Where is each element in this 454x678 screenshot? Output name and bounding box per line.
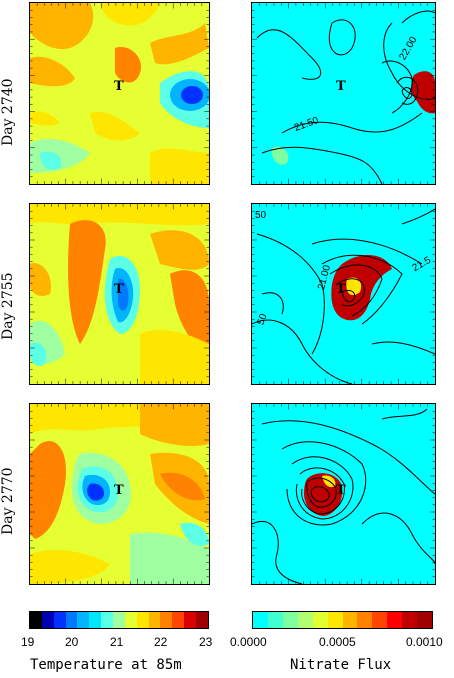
contour-label: 50 [255, 210, 267, 221]
temperature-colorbar-swatch [41, 612, 54, 628]
tracking-marker-t: T [336, 483, 346, 498]
tracking-marker-t: T [114, 79, 124, 94]
nitrate-colorbar [252, 611, 433, 629]
nitrate-tick: 0.0010 [406, 635, 443, 649]
temperature-colorbar-swatch [113, 612, 125, 628]
nitrate-map-day-2740 [252, 3, 435, 184]
temperature-tick: 22 [154, 635, 168, 649]
nitrate-panel-day-2740: 22.00 21.50 T [251, 2, 436, 185]
temperature-colorbar-swatch [53, 612, 66, 628]
temperature-map-day-2755 [30, 204, 209, 384]
temperature-colorbar-swatch [124, 612, 137, 628]
nitrate-map-day-2755 [252, 204, 435, 384]
temperature-map-day-2740 [30, 3, 209, 184]
temperature-colorbar-swatch [160, 612, 173, 628]
temperature-tick: 19 [21, 635, 35, 649]
nitrate-tick: 0.0000 [230, 635, 267, 649]
temperature-panel-day-2755: T [29, 203, 210, 385]
tracking-marker-t: T [114, 282, 124, 297]
nitrate-colorbar-swatch [312, 612, 328, 628]
nitrate-colorbar-swatch [297, 612, 313, 628]
temperature-colorbar-swatch [77, 612, 90, 628]
nitrate-panel-day-2755: 50 21.00 21.5 50 T [251, 203, 436, 385]
temperature-colorbar-swatch [196, 612, 208, 628]
nitrate-colorbar-swatch [387, 612, 403, 628]
nitrate-colorbar-swatch [327, 612, 343, 628]
nitrate-colorbar-swatch [342, 612, 358, 628]
nitrate-colorbar-title: Nitrate Flux [290, 657, 392, 673]
temperature-colorbar-swatch [184, 612, 197, 628]
nitrate-colorbar-swatch [402, 612, 418, 628]
tracking-marker-t: T [114, 483, 124, 498]
temperature-colorbar-swatch [30, 612, 42, 628]
temperature-map-day-2770 [30, 404, 209, 584]
nitrate-panel-day-2770: T [251, 403, 436, 585]
nitrate-colorbar-swatch [357, 612, 373, 628]
temperature-colorbar-swatch [136, 612, 149, 628]
temperature-colorbar-swatch [65, 612, 78, 628]
temperature-colorbar-swatch [172, 612, 185, 628]
nitrate-colorbar-swatch [372, 612, 388, 628]
temperature-colorbar-swatch [89, 612, 102, 628]
nitrate-colorbar-swatch [267, 612, 283, 628]
tracking-marker-t: T [336, 79, 346, 94]
temperature-tick: 23 [199, 635, 213, 649]
temperature-panel-day-2770: T [29, 403, 210, 585]
nitrate-tick: 0.0005 [319, 635, 356, 649]
temperature-panel-day-2740: T [29, 2, 210, 185]
nitrate-colorbar-swatch [417, 612, 433, 628]
temperature-colorbar-swatch [148, 612, 161, 628]
temperature-colorbar-title: Temperature at 85m [30, 657, 182, 673]
nitrate-colorbar-swatch [282, 612, 298, 628]
temperature-colorbar-swatch [101, 612, 114, 628]
temperature-tick: 20 [65, 635, 79, 649]
tracking-marker-t: T [336, 282, 346, 297]
temperature-tick: 21 [110, 635, 124, 649]
row-label-day-2770: Day 2770 [0, 467, 16, 535]
nitrate-colorbar-swatch [253, 612, 268, 628]
temperature-colorbar [29, 611, 209, 629]
row-label-day-2755: Day 2755 [0, 272, 16, 340]
nitrate-map-day-2770 [252, 404, 435, 584]
row-label-day-2740: Day 2740 [0, 78, 16, 146]
